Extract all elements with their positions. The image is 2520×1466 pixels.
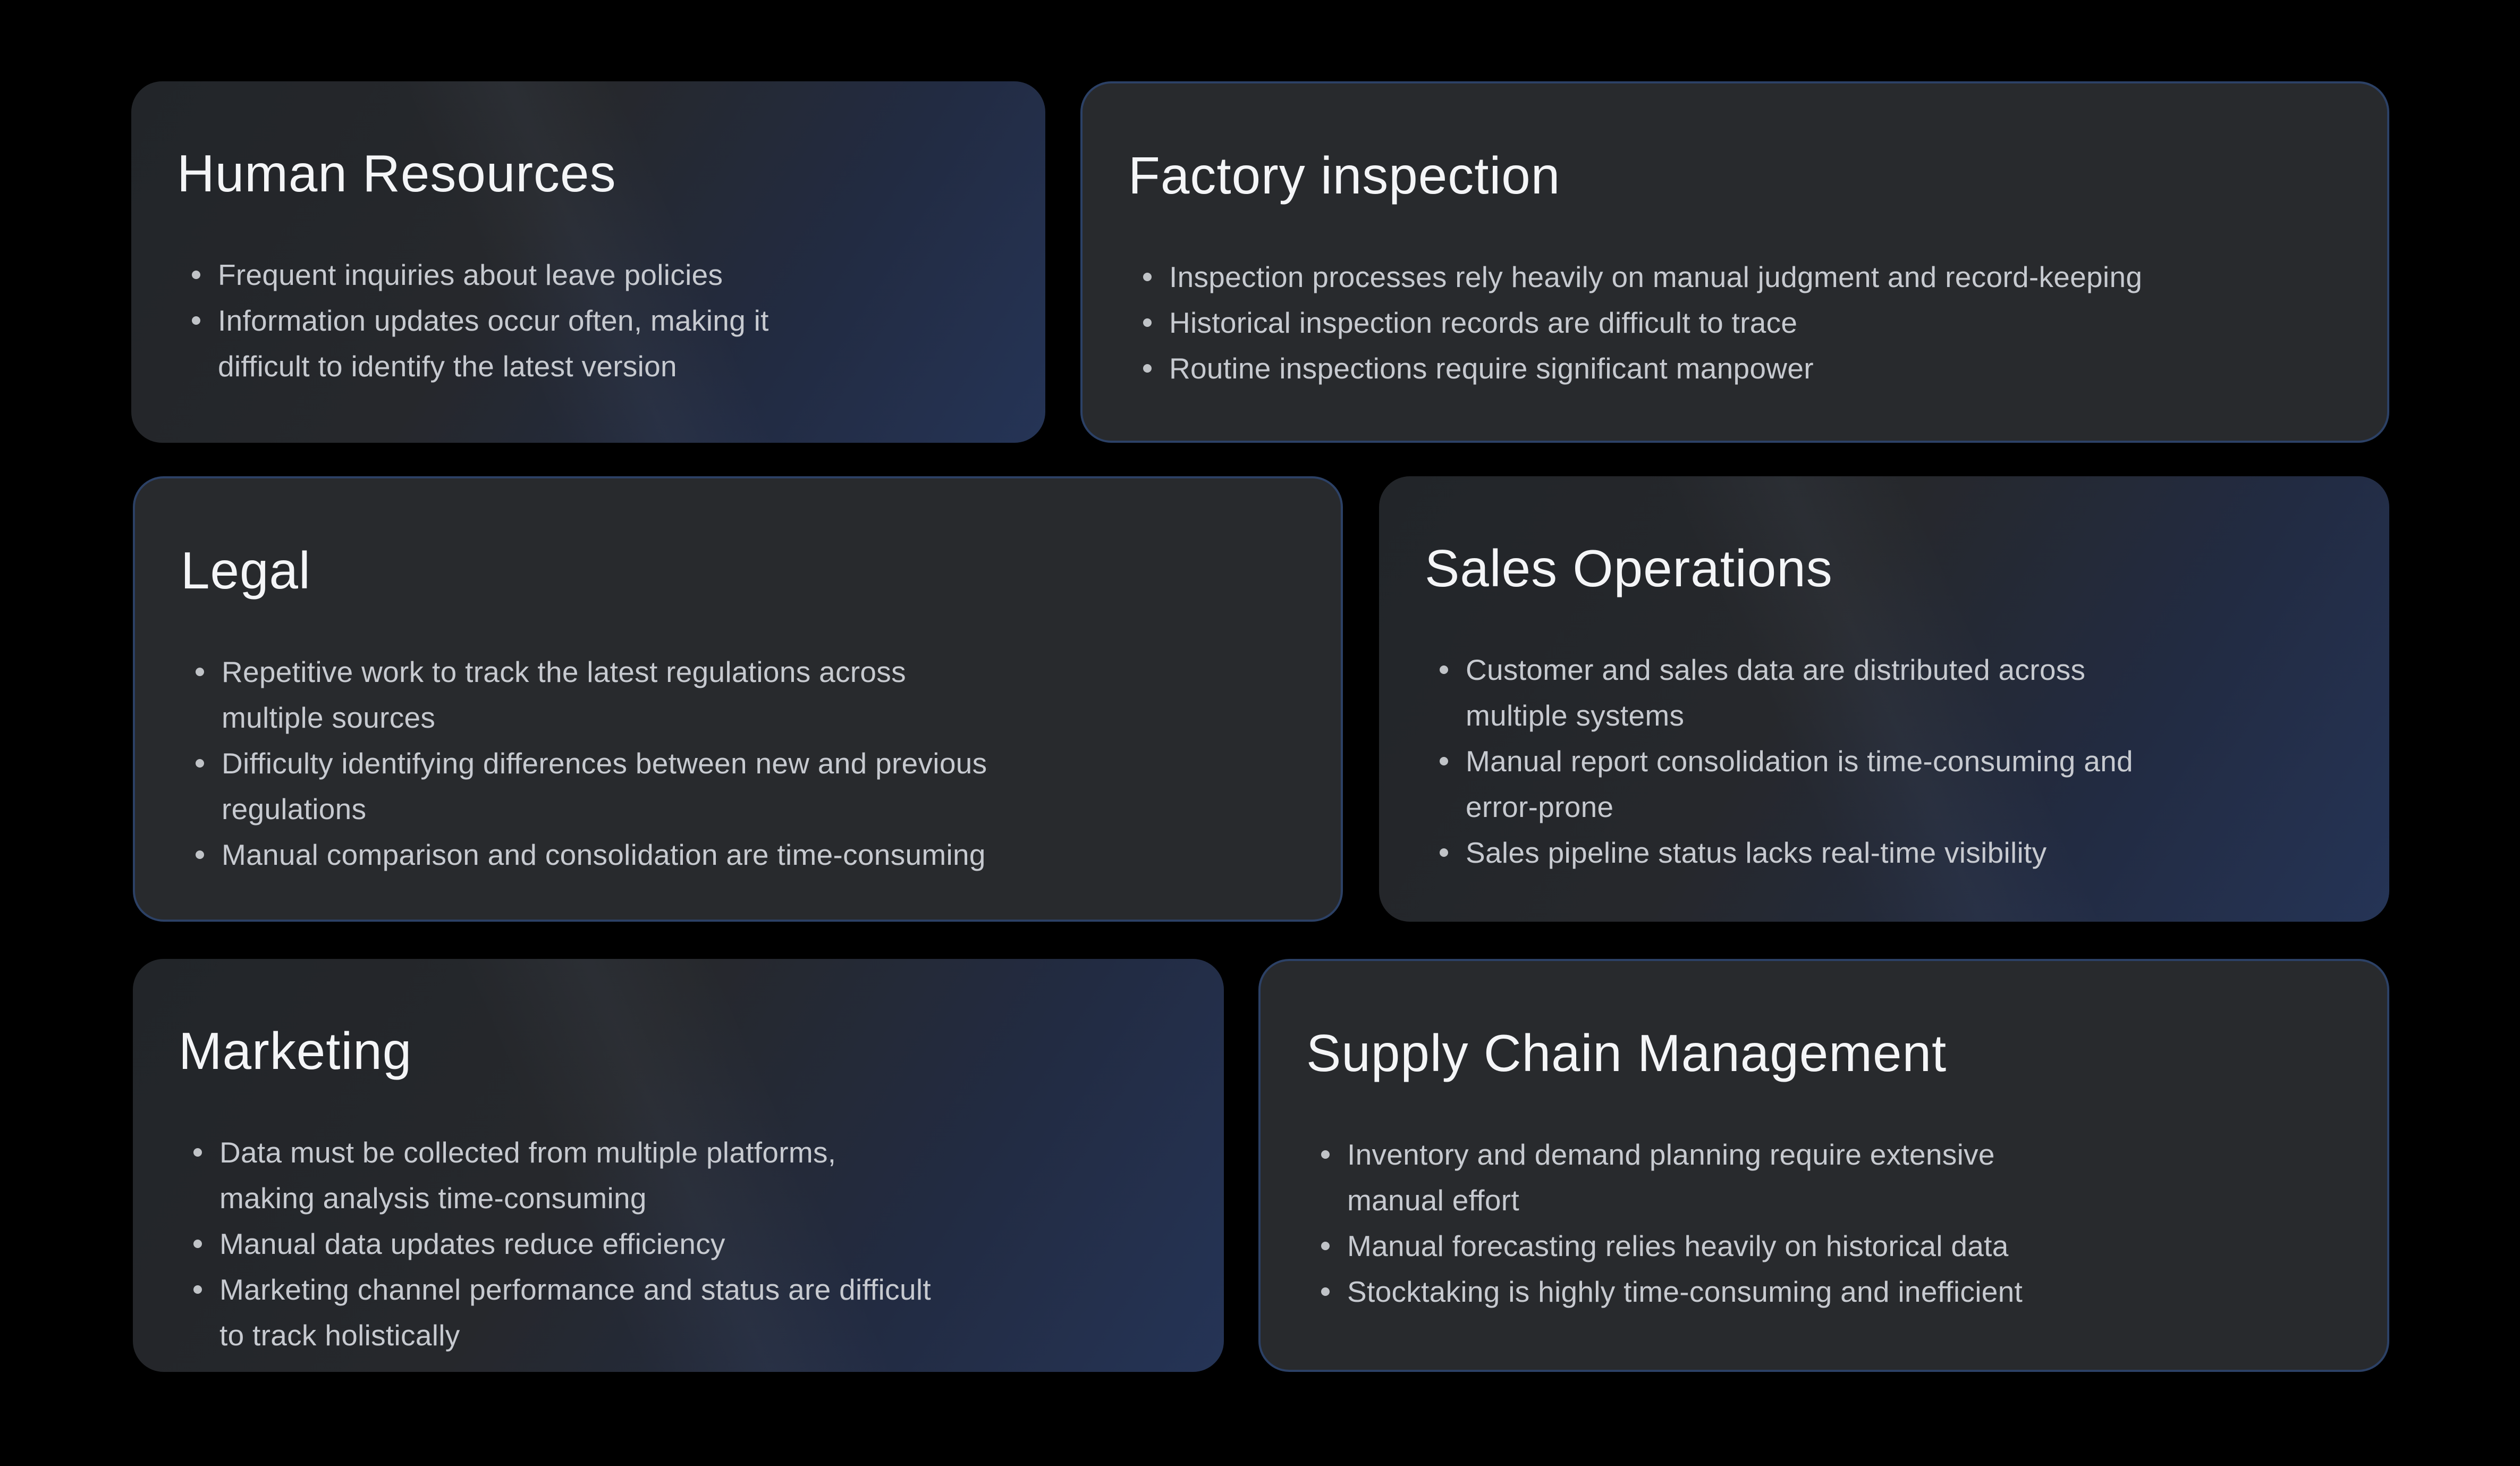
card-factory-inspection: Factory inspection Inspection processes … [1080, 81, 2389, 443]
card-title-marketing: Marketing [179, 1022, 412, 1080]
bullet-item: Marketing channel performance and status… [179, 1267, 1176, 1358]
card-title-human-resources: Human Resources [177, 144, 616, 203]
card-legal: Legal Repetitive work to track the lates… [133, 476, 1343, 922]
card-sales-operations: Sales Operations Customer and sales data… [1379, 476, 2389, 922]
bullet-list-supply-chain-management: Inventory and demand planning require ex… [1306, 1132, 2339, 1315]
bullet-item: Manual report consolidation is time-cons… [1425, 738, 2341, 830]
card-title-legal: Legal [181, 541, 311, 600]
bullet-item: Manual data updates reduce efficiency [179, 1221, 1176, 1267]
card-title-supply-chain-management: Supply Chain Management [1306, 1024, 1947, 1082]
bullet-list-human-resources: Frequent inquiries about leave policies I… [177, 252, 997, 389]
bullet-item: Difficulty identifying differences betwe… [181, 740, 1293, 832]
bullet-item: Frequent inquiries about leave policies [177, 252, 997, 298]
bullet-item: Inspection processes rely heavily on man… [1128, 254, 2339, 300]
bullet-item: Manual comparison and consolidation are … [181, 832, 1293, 878]
card-title-sales-operations: Sales Operations [1425, 539, 1833, 597]
card-human-resources: Human Resources Frequent inquiries about… [131, 81, 1045, 443]
card-supply-chain-management: Supply Chain Management Inventory and de… [1258, 959, 2389, 1372]
bullet-item: Routine inspections require significant … [1128, 346, 2339, 391]
card-title-factory-inspection: Factory inspection [1128, 146, 1561, 205]
bullet-list-factory-inspection: Inspection processes rely heavily on man… [1128, 254, 2339, 391]
bullet-item: Manual forecasting relies heavily on his… [1306, 1223, 2339, 1269]
bullet-item: Stocktaking is highly time-consuming and… [1306, 1269, 2339, 1315]
bullet-item: Customer and sales data are distributed … [1425, 647, 2341, 738]
bullet-list-legal: Repetitive work to track the latest regu… [181, 649, 1293, 878]
bullet-item: Data must be collected from multiple pla… [179, 1130, 1176, 1221]
bullet-list-sales-operations: Customer and sales data are distributed … [1425, 647, 2341, 875]
bullet-list-marketing: Data must be collected from multiple pla… [179, 1130, 1176, 1358]
bullet-item: Repetitive work to track the latest regu… [181, 649, 1293, 740]
card-marketing: Marketing Data must be collected from mu… [133, 959, 1224, 1372]
bullet-item: Information updates occur often, making … [177, 298, 997, 389]
bullet-item: Sales pipeline status lacks real-time vi… [1425, 830, 2341, 875]
bullet-item: Inventory and demand planning require ex… [1306, 1132, 2339, 1223]
bullet-item: Historical inspection records are diffic… [1128, 300, 2339, 346]
